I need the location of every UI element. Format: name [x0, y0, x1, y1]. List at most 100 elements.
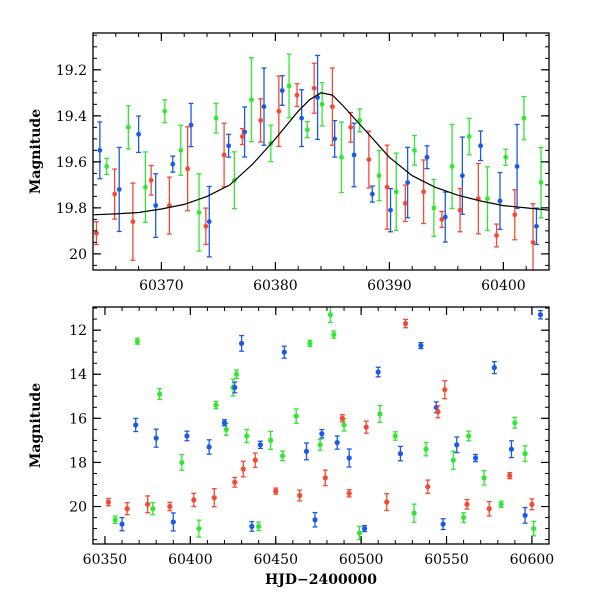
- bottom-data-point: [112, 517, 118, 523]
- bottom-data-point: [157, 391, 163, 397]
- bottom-data-point: [402, 320, 409, 327]
- top-data-point: [512, 212, 518, 218]
- top-data-point: [538, 180, 544, 185]
- bottom-data-point: [522, 512, 528, 518]
- bottom-data-point: [411, 510, 417, 516]
- bottom-plot-area: [105, 307, 544, 541]
- bottom-data-point: [361, 525, 368, 532]
- top-data-point: [311, 85, 317, 91]
- top-data-point: [424, 154, 430, 160]
- bottom-data-point: [273, 488, 279, 494]
- bottom-data-point: [327, 312, 333, 318]
- bottom-y-tick-label: 12: [69, 323, 87, 339]
- top-data-point: [412, 147, 417, 153]
- bottom-data-point: [279, 453, 286, 459]
- bottom-data-point: [341, 422, 347, 428]
- bottom-data-point: [339, 415, 345, 421]
- bottom-y-tick-label: 14: [69, 367, 87, 383]
- top-series-blue: [97, 54, 539, 258]
- bottom-data-point: [191, 497, 197, 503]
- bottom-data-point: [319, 431, 325, 437]
- bottom-data-point: [297, 492, 303, 499]
- top-x-tick-label: 60400: [481, 278, 526, 294]
- top-data-point: [242, 129, 248, 135]
- top-data-point: [112, 191, 118, 197]
- bottom-data-point: [244, 433, 250, 439]
- top-data-point: [286, 83, 292, 89]
- bottom-data-point: [508, 446, 515, 452]
- top-plot-area: [93, 53, 549, 270]
- bottom-data-point: [363, 424, 369, 430]
- bottom-data-point: [303, 448, 310, 455]
- top-data-point: [384, 184, 390, 190]
- top-y-tick-label: 19.8: [56, 201, 87, 217]
- top-data-point: [304, 127, 310, 133]
- bottom-data-point: [312, 517, 318, 523]
- top-data-point: [514, 164, 520, 169]
- bottom-x-tick-label: 60450: [253, 552, 298, 568]
- bottom-data-point: [440, 521, 446, 527]
- bottom-series-blue: [119, 309, 544, 533]
- top-data-point: [366, 157, 372, 162]
- bottom-data-point: [418, 342, 424, 349]
- top-data-point: [170, 161, 176, 167]
- bottom-x-tick-label: 60550: [424, 552, 469, 568]
- top-data-point: [239, 134, 245, 139]
- top-data-point: [494, 233, 499, 238]
- bottom-data-point: [232, 479, 238, 485]
- top-data-point: [319, 101, 325, 107]
- bottom-y-tick-label: 20: [69, 500, 87, 516]
- bottom-data-point: [454, 442, 460, 448]
- top-data-point: [402, 200, 408, 206]
- bottom-data-point: [356, 530, 363, 536]
- bottom-data-point: [307, 340, 313, 346]
- bottom-data-point: [450, 457, 456, 463]
- top-data-point: [261, 104, 267, 110]
- top-data-point: [442, 214, 448, 220]
- top-data-point: [503, 154, 509, 160]
- bottom-data-point: [211, 495, 217, 501]
- bottom-data-point: [498, 501, 504, 507]
- top-data-point: [478, 143, 483, 149]
- top-data-point: [405, 180, 411, 185]
- top-data-point: [276, 108, 282, 114]
- bottom-data-point: [150, 506, 156, 512]
- top-data-point: [203, 223, 209, 229]
- top-data-point: [376, 173, 382, 179]
- top-data-point: [339, 154, 344, 160]
- bottom-data-point: [232, 384, 238, 391]
- top-data-point: [421, 189, 426, 195]
- bottom-data-point: [464, 501, 470, 507]
- bottom-data-point: [179, 459, 185, 466]
- top-data-point: [332, 136, 338, 142]
- top-data-point: [125, 124, 131, 130]
- top-axis-ticks: 60370 60380 60390 60400 19.2 19.4 19.6 19.8 20: [56, 33, 550, 294]
- top-data-point: [457, 207, 463, 213]
- top-data-point: [330, 104, 335, 110]
- bottom-data-point: [472, 455, 479, 461]
- bottom-data-point: [257, 442, 263, 448]
- bottom-data-point: [375, 369, 381, 375]
- bottom-x-tick-label: 60600: [510, 552, 555, 568]
- bottom-data-point: [249, 523, 255, 529]
- top-data-point: [249, 97, 254, 103]
- bottom-data-point: [221, 420, 228, 426]
- bottom-data-point: [486, 506, 492, 512]
- bottom-data-point: [481, 475, 487, 481]
- bottom-series-red: [105, 318, 535, 517]
- bottom-data-point: [461, 514, 467, 521]
- bottom-data-point: [223, 426, 229, 432]
- bottom-y-axis-label: Magnitude: [28, 383, 44, 468]
- top-model-curve: [93, 92, 549, 216]
- bottom-data-point: [252, 457, 258, 463]
- bottom-data-point: [425, 484, 431, 490]
- top-data-point: [97, 147, 103, 153]
- bottom-data-point: [105, 499, 111, 505]
- bottom-data-point: [334, 439, 340, 446]
- top-data-point: [431, 205, 437, 211]
- top-y-tick-label: 19.4: [56, 109, 87, 125]
- top-data-point: [213, 115, 219, 121]
- bottom-data-point: [153, 435, 159, 441]
- bottom-data-point: [512, 420, 518, 426]
